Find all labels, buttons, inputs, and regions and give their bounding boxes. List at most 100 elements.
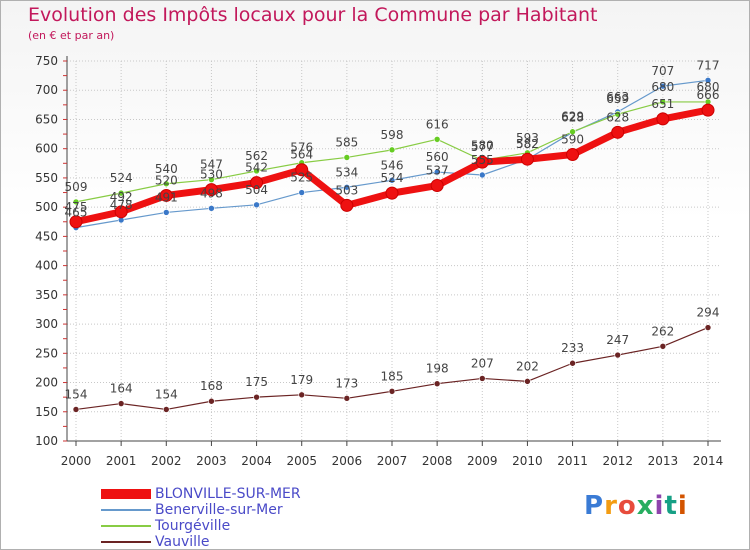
data-point [433, 136, 441, 143]
data-point [298, 189, 306, 196]
data-point [569, 359, 576, 367]
data-label: 547 [200, 158, 223, 172]
data-label: 680 [651, 80, 674, 94]
data-label: 540 [155, 162, 178, 176]
data-point [385, 186, 399, 200]
data-label: 546 [381, 158, 404, 172]
x-tick-label: 2003 [196, 454, 227, 468]
data-label: 577 [471, 140, 494, 154]
legend-label: Tourgéville [155, 518, 231, 534]
data-point [524, 378, 531, 385]
data-label: 164 [110, 382, 133, 396]
data-label: 179 [290, 373, 313, 387]
data-point [208, 205, 215, 212]
x-tick-label: 2011 [557, 454, 588, 468]
data-label: 590 [561, 133, 584, 147]
data-label: 659 [606, 92, 629, 106]
data-point [162, 406, 170, 413]
y-tick-label: 750 [35, 54, 58, 68]
data-label: 262 [651, 324, 674, 338]
data-label: 233 [561, 341, 584, 355]
x-tick-label: 2007 [377, 454, 408, 468]
data-label: 247 [606, 333, 629, 347]
data-label: 520 [155, 173, 178, 187]
data-point [117, 189, 125, 197]
x-tick-label: 2001 [106, 454, 137, 468]
data-label: 465 [65, 206, 88, 220]
legend-label: Vauville [155, 534, 210, 550]
data-label: 207 [471, 356, 494, 370]
data-label: 154 [155, 387, 178, 401]
y-tick-label: 250 [35, 346, 58, 360]
data-point [388, 388, 396, 395]
logo-letter: o [617, 491, 637, 521]
data-point [475, 155, 489, 169]
data-point [478, 375, 486, 382]
data-label: 616 [426, 117, 449, 131]
data-point [159, 188, 173, 202]
x-tick-label: 2008 [422, 454, 453, 468]
legend-swatch [101, 509, 151, 511]
data-label: 504 [245, 183, 268, 197]
data-label: 475 [65, 200, 88, 214]
data-point [253, 201, 260, 209]
x-tick-label: 2000 [61, 454, 92, 468]
y-tick-label: 450 [35, 229, 58, 243]
y-tick-label: 400 [35, 259, 58, 273]
data-label: 582 [516, 137, 539, 151]
legend-swatch [101, 525, 151, 527]
data-label: 651 [651, 97, 674, 111]
data-label: 168 [200, 379, 223, 393]
y-tick-label: 700 [35, 83, 58, 97]
x-tick-label: 2012 [602, 454, 633, 468]
data-point [250, 176, 264, 190]
data-point [433, 168, 441, 176]
data-label: 663 [606, 90, 629, 104]
x-tick-label: 2009 [467, 454, 498, 468]
data-point [433, 380, 441, 388]
data-point [253, 393, 260, 401]
data-label: 629 [561, 110, 584, 124]
data-label: 564 [290, 148, 313, 162]
data-label: 503 [335, 183, 358, 197]
data-point [117, 400, 125, 407]
data-point [659, 342, 667, 350]
data-label: 294 [697, 306, 720, 320]
data-label: 666 [697, 88, 720, 102]
data-point [208, 176, 215, 183]
data-point [520, 152, 534, 166]
y-tick-label: 100 [35, 434, 58, 448]
legend-item: Vauville [101, 534, 361, 550]
x-tick-label: 2004 [241, 454, 272, 468]
data-point [343, 154, 351, 161]
data-label: 202 [516, 359, 539, 373]
y-tick-label: 500 [35, 200, 58, 214]
x-tick-label: 2010 [512, 454, 543, 468]
data-label: 707 [651, 64, 674, 78]
data-point [162, 180, 170, 188]
data-label: 717 [697, 58, 720, 72]
data-label: 580 [471, 138, 494, 152]
data-label: 175 [245, 375, 268, 389]
data-label: 598 [381, 128, 404, 142]
data-point [478, 171, 486, 179]
data-label: 525 [290, 171, 313, 185]
legend-item: Benerville-sur-Mer [101, 502, 361, 518]
x-tick-label: 2002 [151, 454, 182, 468]
data-point [69, 215, 83, 229]
data-point [659, 98, 667, 106]
data-point [569, 128, 576, 136]
legend-item: Tourgéville [101, 518, 361, 534]
legend-label: BLONVILLE-SUR-MER [155, 486, 301, 502]
logo-letter: i [677, 491, 688, 521]
proxiti-logo: Proxiti [584, 491, 688, 521]
data-label: 585 [335, 135, 358, 149]
data-label: 154 [65, 387, 88, 401]
legend-swatch [101, 489, 151, 499]
data-label: 491 [155, 190, 178, 204]
logo-letter: i [654, 491, 665, 521]
data-label: 582 [516, 137, 539, 151]
y-tick-label: 550 [35, 171, 58, 185]
data-label: 524 [381, 171, 404, 185]
